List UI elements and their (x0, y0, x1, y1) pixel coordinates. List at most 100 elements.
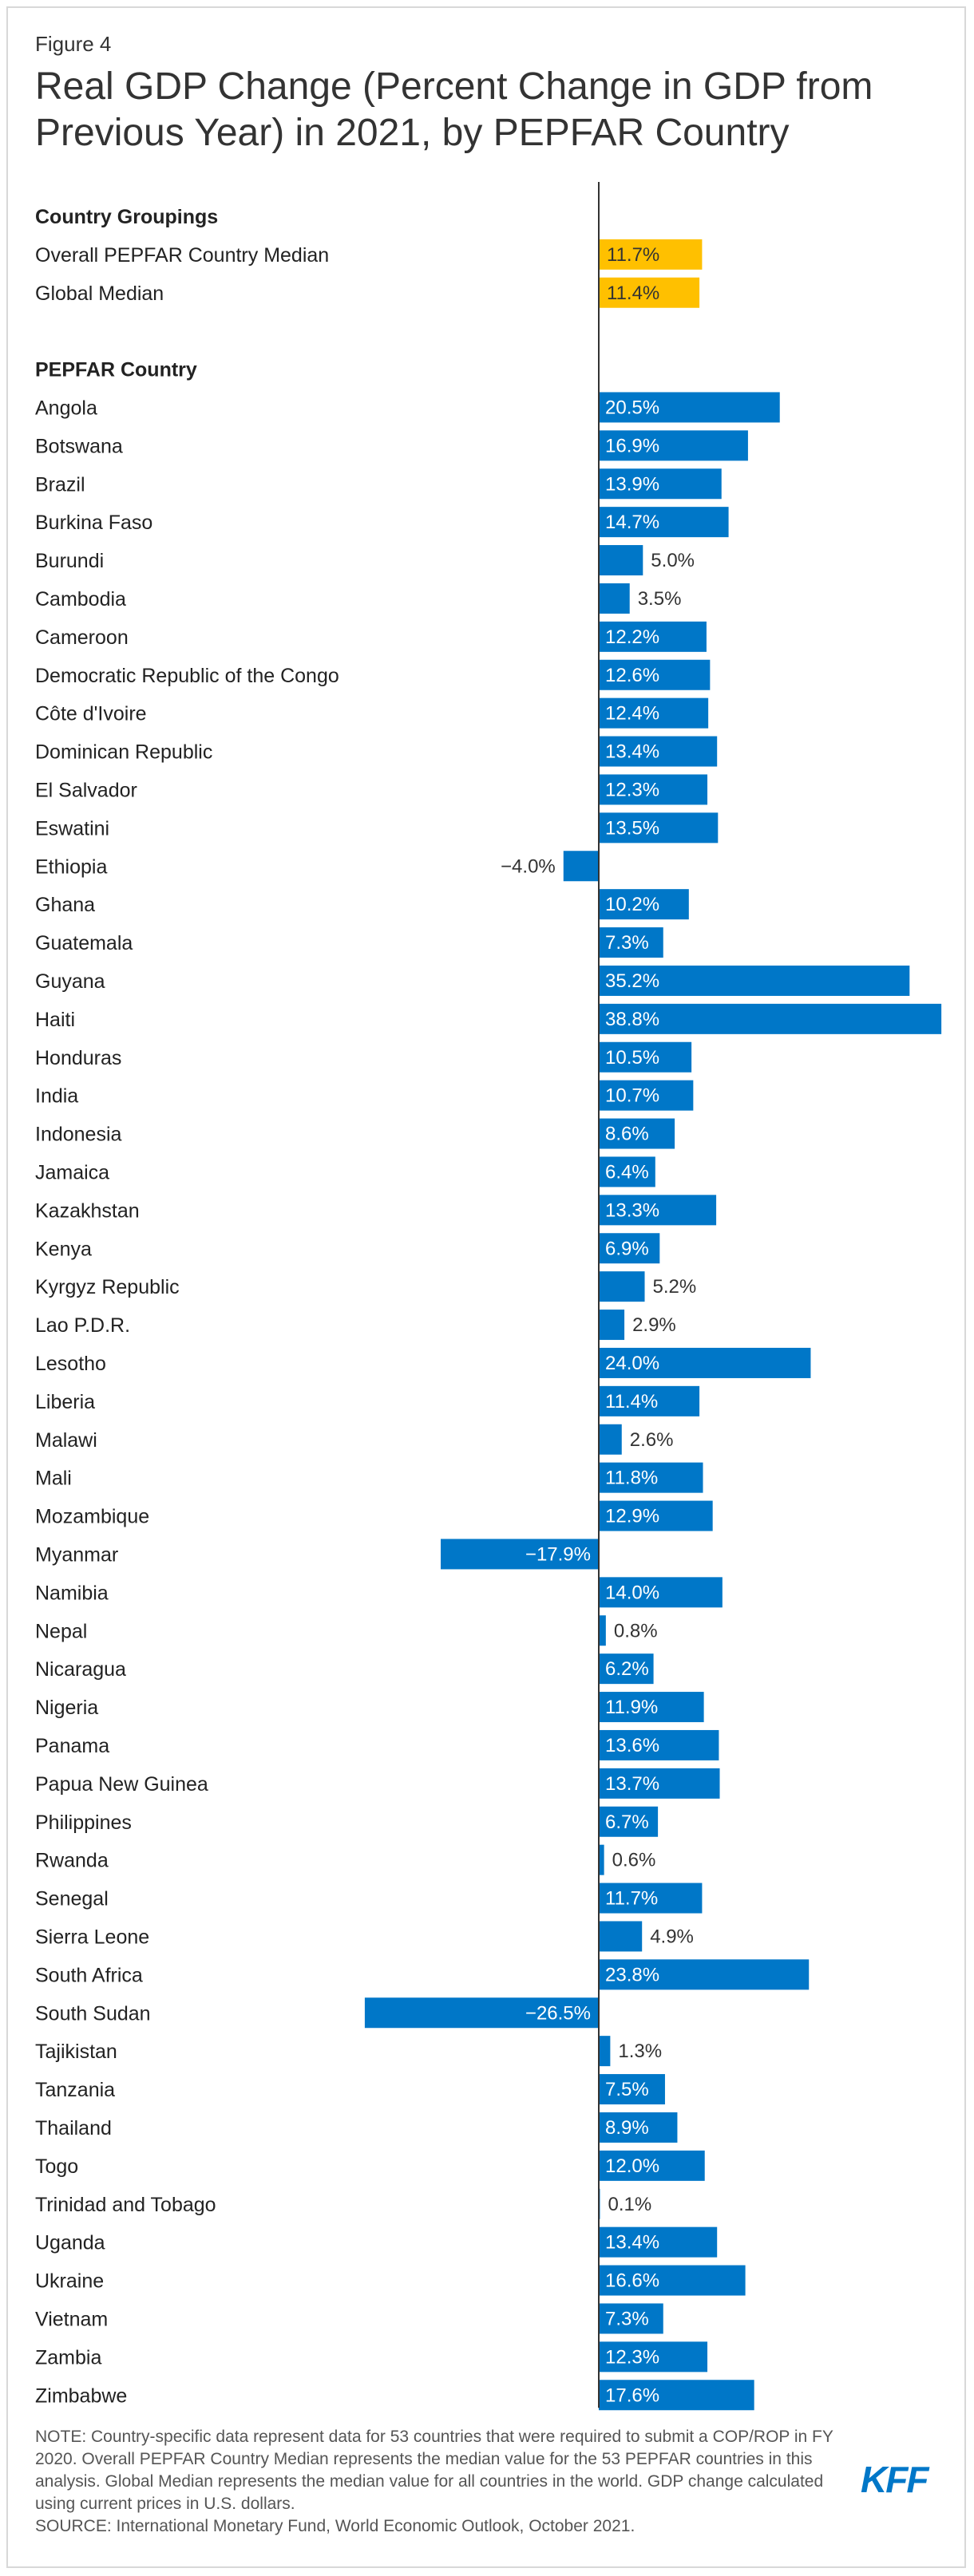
bar (599, 1615, 606, 1646)
data-label: 13.7% (605, 1773, 659, 1795)
data-label: 35.2% (605, 970, 659, 992)
row-label: Nepal (35, 1620, 87, 1642)
bar (599, 659, 711, 690)
bar (599, 1462, 703, 1493)
bar (599, 1271, 645, 1302)
data-label: 0.1% (608, 2194, 652, 2215)
bar (599, 621, 707, 652)
data-label: 11.7% (605, 1888, 658, 1910)
data-label: 8.9% (605, 2117, 649, 2139)
data-label: 12.6% (605, 665, 659, 686)
row-label: Lesotho (35, 1353, 106, 1375)
row-label: Panama (35, 1735, 109, 1757)
data-label: 16.9% (605, 435, 659, 456)
bar (599, 2380, 754, 2411)
bar (599, 1080, 694, 1111)
bar (599, 1347, 811, 1378)
data-label: 2.9% (632, 1314, 676, 1336)
bar (599, 1806, 659, 1837)
row-label: Mali (35, 1468, 72, 1490)
bar (599, 1577, 723, 1608)
data-label: 16.6% (605, 2270, 659, 2292)
data-label: 14.7% (605, 512, 659, 533)
bar (599, 1729, 719, 1760)
bar (599, 2112, 678, 2143)
row-label: Cambodia (35, 588, 126, 610)
row-label: Guyana (35, 970, 105, 993)
row-label: Haiti (35, 1009, 75, 1031)
group-heading: Country Groupings (35, 206, 218, 228)
data-label: 10.5% (605, 1047, 659, 1069)
bar (599, 736, 718, 767)
row-label: Kyrgyz Republic (35, 1276, 180, 1298)
row-label: Philippines (35, 1811, 132, 1834)
data-label: 11.7% (607, 244, 659, 266)
row-label: Indonesia (35, 1124, 122, 1146)
data-label: 6.7% (605, 1811, 649, 1833)
row-label: Nigeria (35, 1697, 98, 1719)
row-label: Cameroon (35, 626, 129, 649)
bar (599, 812, 719, 844)
row-label: Dominican Republic (35, 741, 212, 764)
bar (599, 1233, 660, 1264)
data-label: 7.3% (605, 932, 649, 954)
data-label: 11.9% (605, 1697, 658, 1718)
data-label: 13.9% (605, 473, 659, 495)
data-label: 6.2% (605, 1658, 649, 1680)
bar (599, 1424, 622, 1455)
data-label: 12.0% (605, 2155, 659, 2177)
bar (599, 1385, 700, 1416)
data-label: 13.6% (605, 1735, 659, 1756)
data-label: 12.4% (605, 703, 659, 725)
group-heading: PEPFAR Country (35, 359, 197, 381)
row-label: Nicaragua (35, 1658, 126, 1681)
bar (599, 1041, 692, 1073)
row-label: Jamaica (35, 1161, 109, 1183)
bar (599, 1195, 717, 1226)
kff-logo: KFF (861, 2459, 928, 2500)
data-label: 11.4% (605, 1391, 658, 1412)
data-label: 24.0% (605, 1353, 659, 1374)
bar-chart: Country Groupings Overall PEPFAR Country … (35, 182, 942, 2411)
data-label: 17.6% (605, 2384, 659, 2406)
data-label: 13.4% (605, 2232, 659, 2254)
figure-frame (6, 6, 966, 2568)
row-label: Liberia (35, 1391, 95, 1413)
data-label: 12.3% (605, 779, 659, 800)
row-label: Thailand (35, 2117, 112, 2139)
data-label: 7.3% (605, 2308, 649, 2329)
data-label: 11.8% (605, 1468, 658, 1489)
data-label: 13.5% (605, 817, 659, 839)
row-label: Papua New Guinea (35, 1773, 208, 1796)
data-label: 11.4% (607, 282, 659, 304)
row-label: Kazakhstan (35, 1199, 140, 1222)
row-label: Senegal (35, 1888, 109, 1910)
row-label: Sierra Leone (35, 1926, 149, 1948)
data-label: −4.0% (501, 855, 556, 877)
row-label: Rwanda (35, 1850, 109, 1872)
bar (599, 1844, 604, 1875)
row-label: Ghana (35, 894, 95, 916)
bar (599, 1003, 942, 1034)
bar (599, 1118, 675, 1149)
data-label: 0.6% (612, 1850, 656, 1871)
bar (599, 1921, 643, 1952)
row-label: Tajikistan (35, 2041, 117, 2063)
row-label: South Africa (35, 1964, 143, 1986)
data-label: 6.9% (605, 1238, 649, 1259)
bar (599, 2341, 708, 2373)
data-label: 6.4% (605, 1161, 649, 1183)
row-label: Angola (35, 397, 97, 419)
bar (441, 1539, 599, 1570)
row-label: Lao P.D.R. (35, 1314, 130, 1337)
row-label: El Salvador (35, 779, 137, 801)
data-label: 23.8% (605, 1964, 659, 1985)
data-label: 20.5% (605, 397, 659, 418)
row-label: Global Median (35, 282, 164, 305)
data-label: 3.5% (638, 588, 682, 610)
bar (599, 392, 780, 423)
bar (599, 889, 689, 920)
row-label: Brazil (35, 473, 85, 496)
data-label: 7.5% (605, 2079, 649, 2100)
bar (599, 583, 630, 614)
